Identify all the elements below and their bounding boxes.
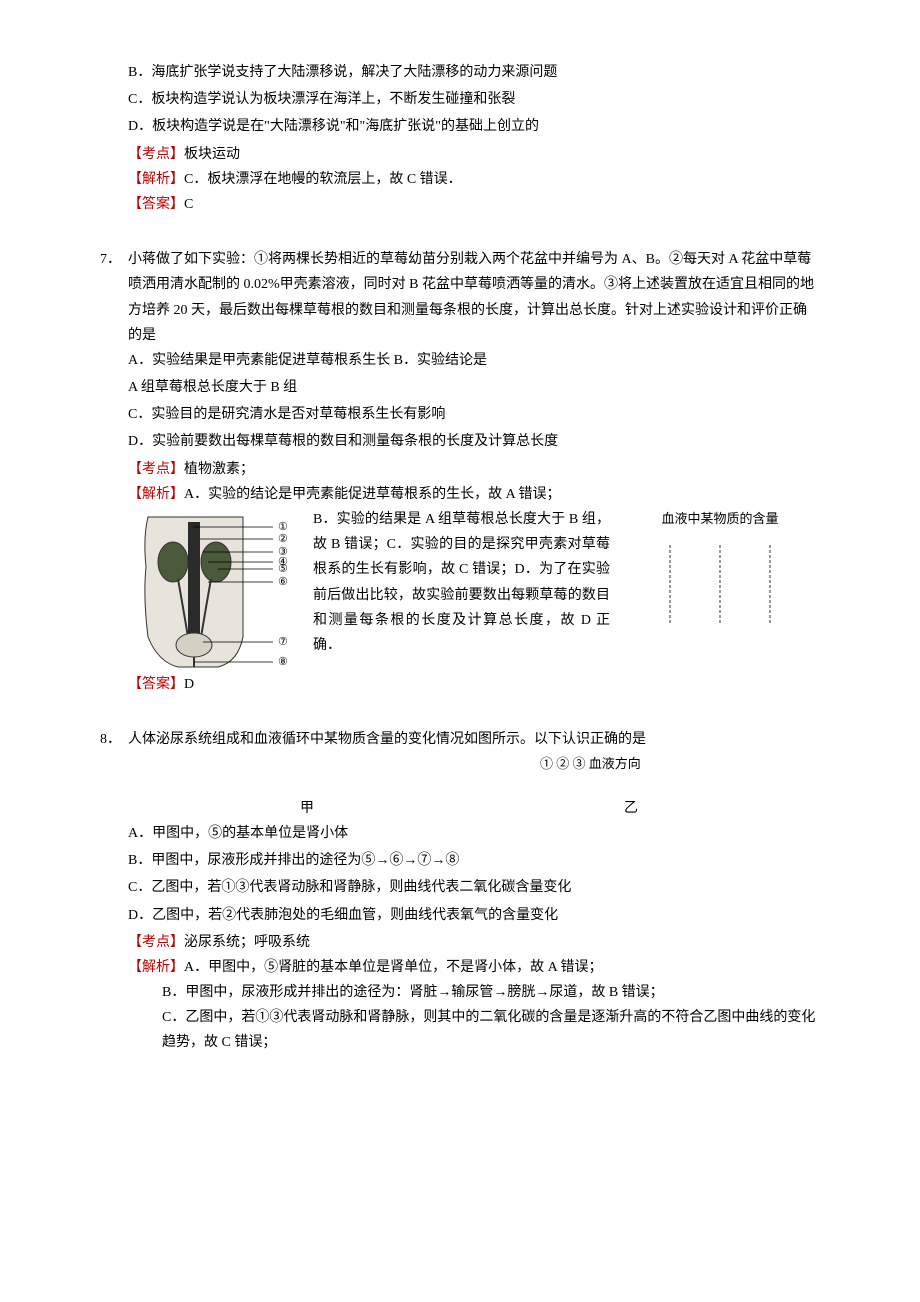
option-c: C．乙图中，若①③代表肾动脉和肾静脉，则曲线代表二氧化碳含量变化 [128, 875, 820, 900]
question-body: 人体泌尿系统组成和血液循环中某物质含量的变化情况如图所示。以下认识正确的是 [128, 727, 820, 752]
option-b: B．甲图中，尿液形成并排出的途径为⑤→⑥→⑦→⑧ [128, 848, 820, 873]
analysis-text: C．板块漂浮在地幔的软流层上，故 C 错误． [184, 172, 462, 187]
analysis-label: 【解析】 [128, 960, 184, 975]
question-text: 7． 小蒋做了如下实验：①将两棵长势相近的草莓幼苗分别栽入两个花盆中并编号为 A… [100, 247, 820, 348]
wrapped-analysis: ① ② ③ ④ ⑤ ⑥ ⑦ ⑧ 血液中某物质的含量 B．实验的结果是 A 组草莓… [128, 507, 820, 672]
label-6: ⑥ [278, 576, 288, 588]
answer: 【答案】D [128, 672, 820, 697]
question-number: 7． [100, 247, 128, 348]
option-d: D．乙图中，若②代表肺泡处的毛细血管，则曲线代表氧气的含量变化 [128, 903, 820, 928]
question-7: 7． 小蒋做了如下实验：①将两棵长势相近的草莓幼苗分别栽入两个花盆中并编号为 A… [100, 247, 820, 697]
direction-label: ① ② ③ 血液方向 [540, 752, 820, 775]
analysis: 【解析】A．实验的结论是甲壳素能促进草莓根系的生长，故 A 错误； [128, 482, 820, 507]
chart-svg [630, 535, 810, 635]
analysis-c: C．乙图中，若①③代表肾动脉和肾静脉，则其中的二氧化碳的含量是逐渐升高的不符合乙… [162, 1005, 820, 1055]
label-2: ② [278, 533, 288, 545]
question-8: 8． 人体泌尿系统组成和血液循环中某物质含量的变化情况如图所示。以下认识正确的是… [100, 727, 820, 1055]
exam-point-text: 泌尿系统；呼吸系统 [184, 935, 310, 950]
exam-point-label: 【考点】 [128, 147, 184, 162]
exam-point: 【考点】植物激素； [128, 457, 820, 482]
label-1: ① [278, 521, 288, 533]
exam-point-text: 植物激素； [184, 462, 254, 477]
option-d: D．实验前要数出每棵草莓根的数目和测量每条根的长度及计算总长度 [128, 429, 820, 454]
analysis-b: B．甲图中，尿液形成并排出的途径为：肾脏→输尿管→膀胱→尿道，故 B 错误； [162, 980, 820, 1005]
anatomy-diagram: ① ② ③ ④ ⑤ ⑥ ⑦ ⑧ [128, 507, 303, 672]
analysis: 【解析】C．板块漂浮在地幔的软流层上，故 C 错误． [128, 167, 820, 192]
analysis-a: A．实验的结论是甲壳素能促进草莓根系的生长，故 A 错误； [184, 487, 560, 502]
option-a: A．实验结果是甲壳素能促进草莓根系生长 B．实验结论是 [128, 348, 820, 373]
answer-text: C [184, 197, 193, 212]
option-d: D．板块构造学说是在"大陆漂移说"和"海底扩张说"的基础上创立的 [128, 114, 820, 139]
label-jia: 甲 [300, 796, 314, 821]
option-a2: A 组草莓根总长度大于 B 组 [128, 375, 820, 400]
q6-continued: B．海底扩张学说支持了大陆漂移说，解决了大陆漂移的动力来源问题 C．板块构造学说… [100, 60, 820, 217]
option-a: A．甲图中，⑤的基本单位是肾小体 [128, 821, 820, 846]
question-number: 8． [100, 727, 128, 752]
exam-point-label: 【考点】 [128, 935, 184, 950]
question-body: 小蒋做了如下实验：①将两棵长势相近的草莓幼苗分别栽入两个花盆中并编号为 A、B。… [128, 247, 820, 348]
anatomy-svg: ① ② ③ ④ ⑤ ⑥ ⑦ ⑧ [128, 507, 303, 672]
answer: 【答案】C [128, 192, 820, 217]
analysis: 【解析】A．甲图中，⑤肾脏的基本单位是肾单位，不是肾小体，故 A 错误； [128, 955, 820, 980]
question-text: 8． 人体泌尿系统组成和血液循环中某物质含量的变化情况如图所示。以下认识正确的是 [100, 727, 820, 752]
exam-point-text: 板块运动 [184, 147, 240, 162]
analysis-label: 【解析】 [128, 487, 184, 502]
label-5: ⑤ [278, 563, 288, 575]
analysis-a: A．甲图中，⑤肾脏的基本单位是肾单位，不是肾小体，故 A 错误； [184, 960, 602, 975]
exam-point: 【考点】泌尿系统；呼吸系统 [128, 930, 820, 955]
analysis-label: 【解析】 [128, 172, 184, 187]
option-c: C．板块构造学说认为板块漂浮在海洋上，不断发生碰撞和张裂 [128, 87, 820, 112]
option-c: C．实验目的是研究清水是否对草莓根系生长有影响 [128, 402, 820, 427]
exam-point-label: 【考点】 [128, 462, 184, 477]
answer-label: 【答案】 [128, 197, 184, 212]
chart-title: 血液中某物质的含量 [620, 507, 820, 530]
figure-labels: 甲 乙 [100, 796, 820, 821]
answer-label: 【答案】 [128, 677, 184, 692]
label-8: ⑧ [278, 656, 288, 668]
label-yi: 乙 [624, 796, 638, 821]
answer-text: D [184, 677, 194, 692]
exam-point: 【考点】板块运动 [128, 142, 820, 167]
option-b: B．海底扩张学说支持了大陆漂移说，解决了大陆漂移的动力来源问题 [128, 60, 820, 85]
chart-container: 血液中某物质的含量 [620, 507, 820, 647]
label-7: ⑦ [278, 636, 288, 648]
